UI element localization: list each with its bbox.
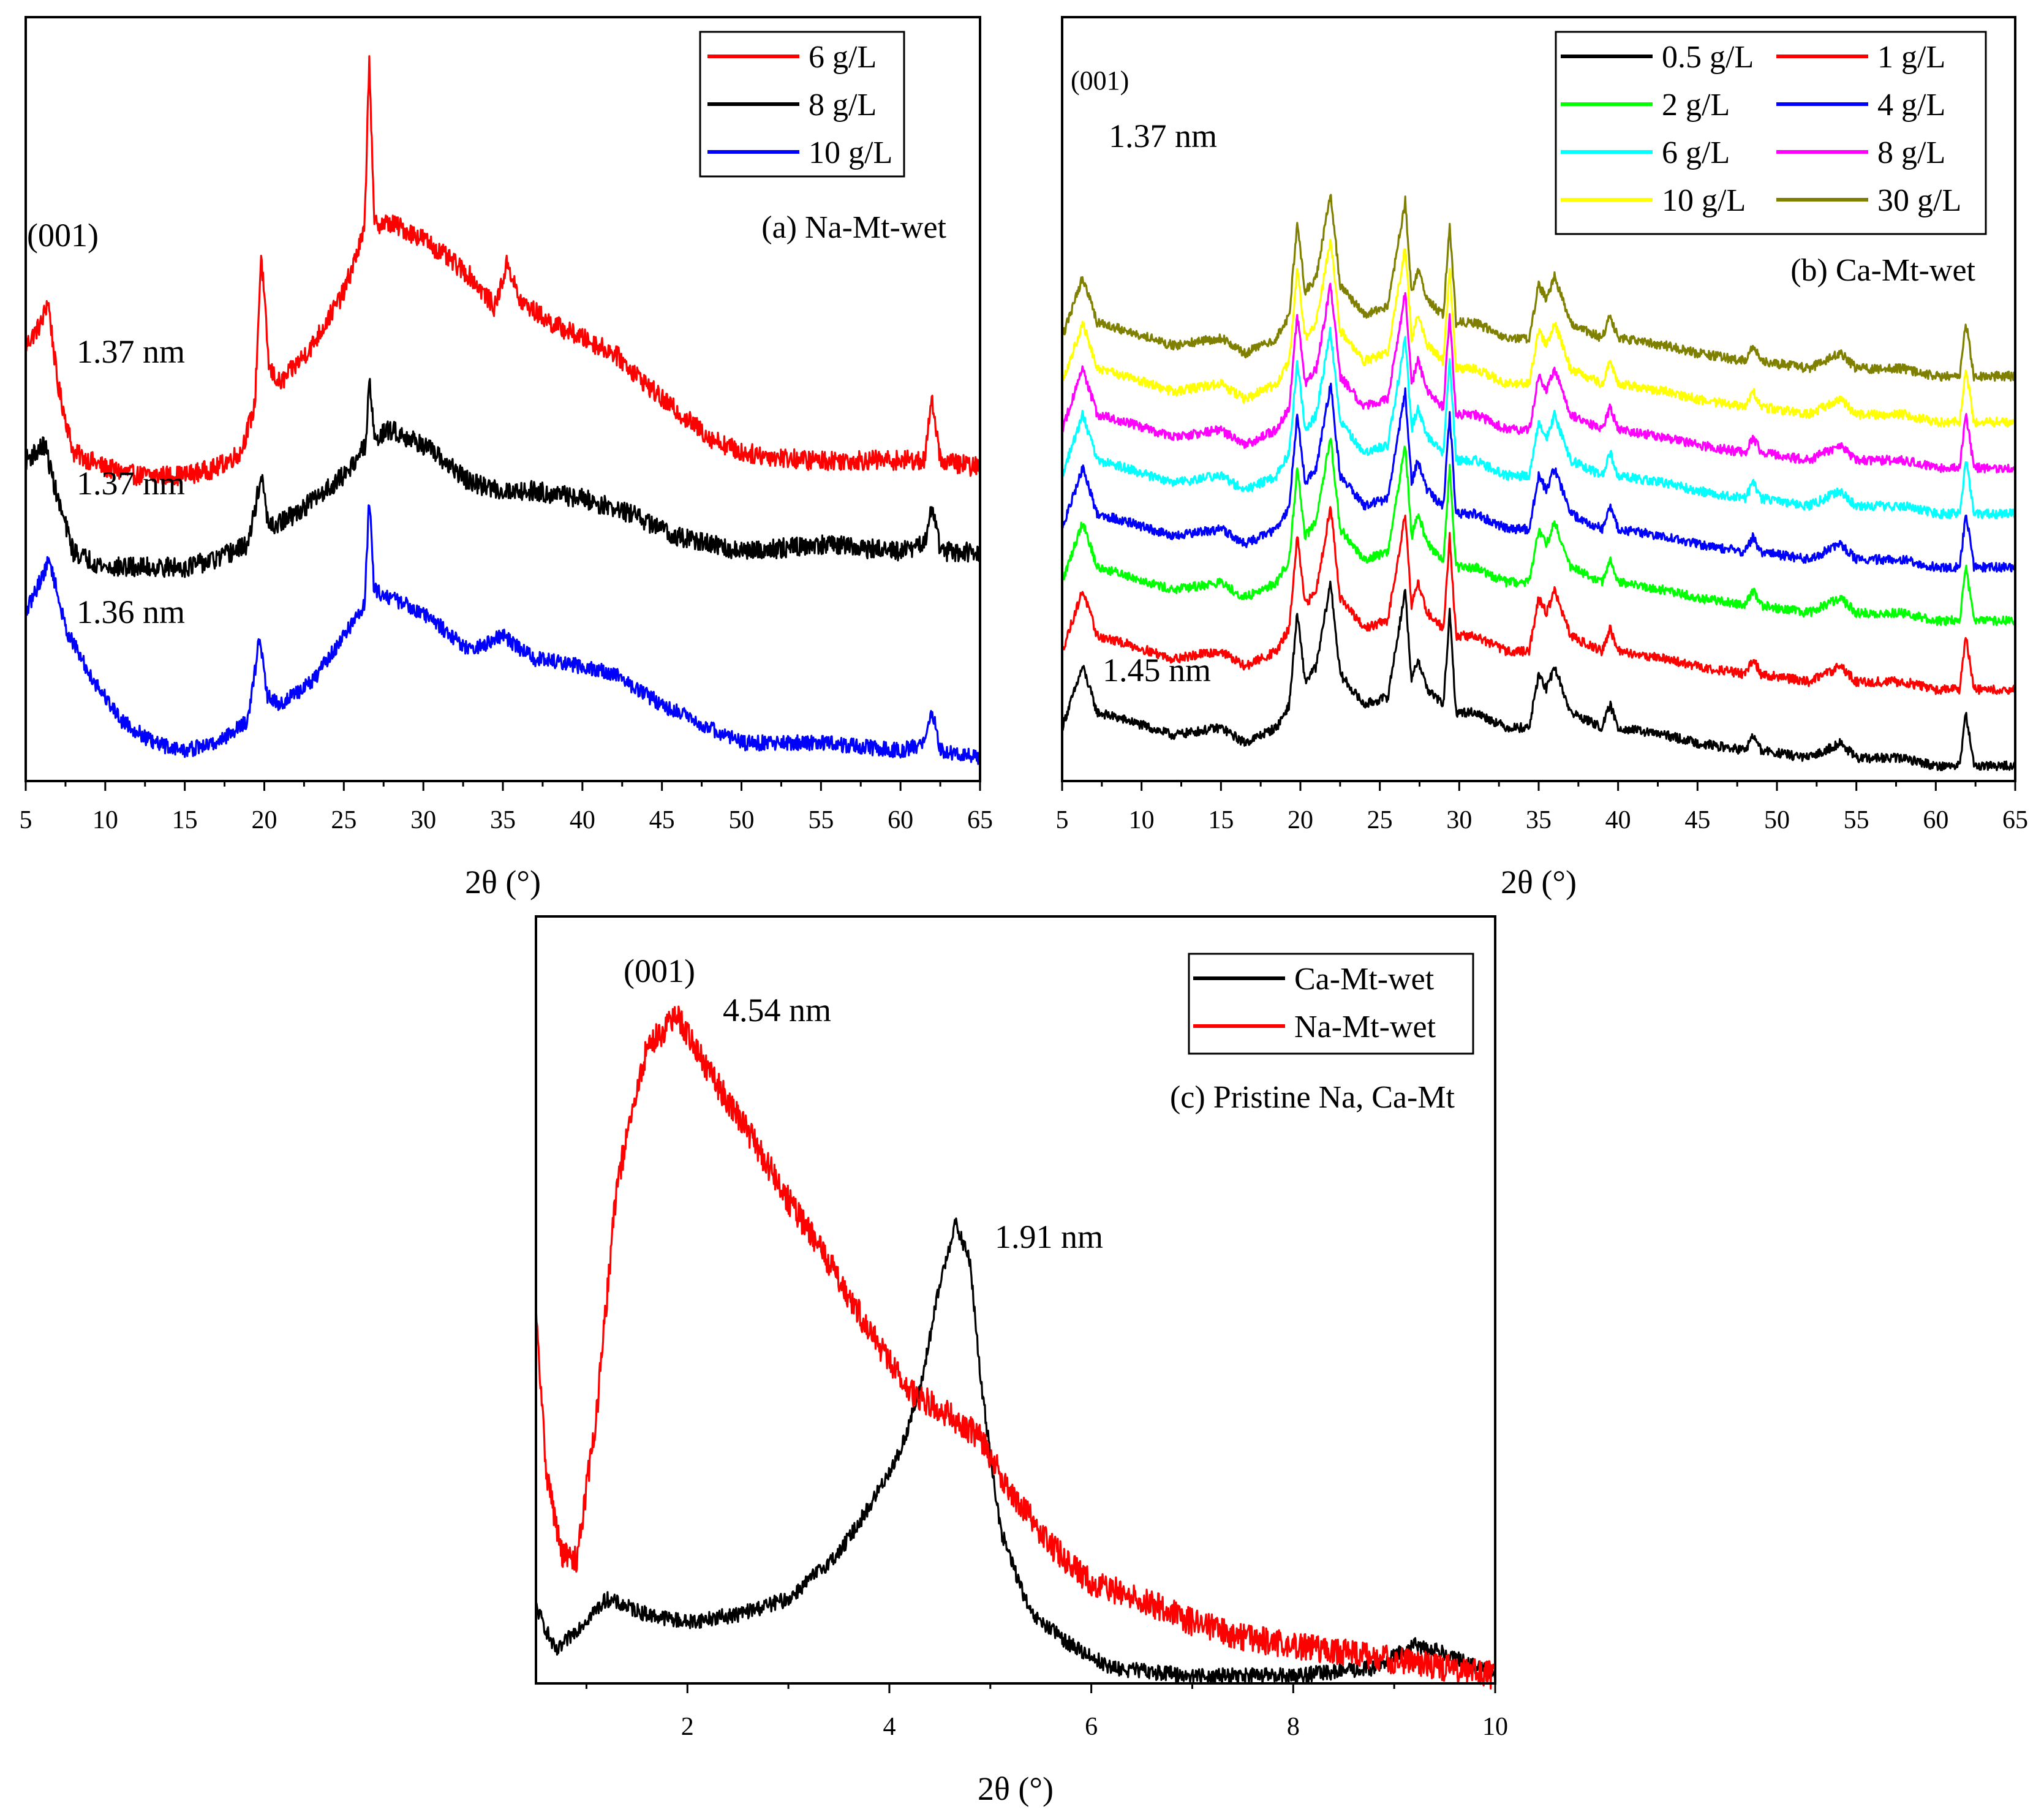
x-tick-label: 15 bbox=[1208, 806, 1234, 834]
legend-label: 8 g/L bbox=[1877, 135, 1945, 170]
panel-a-x-axis-title: 2θ (°) bbox=[465, 864, 541, 901]
panel-b-label: (b) Ca-Mt-wet bbox=[1790, 253, 1975, 288]
panel-c-x-axis-title: 2θ (°) bbox=[978, 1770, 1054, 1807]
x-tick-label: 50 bbox=[1764, 806, 1790, 834]
panel-a-label: (a) Na-Mt-wet bbox=[761, 210, 946, 245]
legend-label: 4 g/L bbox=[1877, 88, 1945, 123]
x-tick-label: 10 bbox=[1482, 1713, 1508, 1741]
panel-b-chart: 5 10 15 20 25 30 35 40 45 50 55 60 65 2θ (°) (b) Ca-… bbox=[1056, 16, 2028, 901]
series-line-6-g-l bbox=[25, 55, 981, 486]
panel-a-series-group bbox=[25, 55, 981, 765]
x-tick-label: 35 bbox=[1526, 806, 1552, 834]
x-tick-label: 30 bbox=[410, 806, 436, 834]
legend-label: 2 g/L bbox=[1662, 88, 1730, 123]
panel-b-annotations: (001) 1.37 nm 1.45 nm bbox=[1071, 66, 1217, 689]
legend-label: 10 g/L bbox=[1662, 183, 1746, 218]
x-tick-label: 35 bbox=[490, 806, 516, 834]
series-line-10-g-l bbox=[25, 504, 981, 765]
annotation-label: (001) bbox=[1071, 66, 1129, 96]
panel-c-label: (c) Pristine Na, Ca-Mt bbox=[1170, 1080, 1455, 1115]
x-tick-label: 40 bbox=[1605, 806, 1631, 834]
panel-b-legend: 0.5 g/L 1 g/L 2 g/L 4 g/L 6 g/L 8 g/L 10 g/L 30… bbox=[1555, 31, 1987, 235]
x-tick-label: 6 bbox=[1085, 1713, 1098, 1741]
panel-c-annotations: (001) 4.54 nm 1.91 nm bbox=[624, 953, 1103, 1255]
x-tick-label: 25 bbox=[1367, 806, 1393, 834]
series-line-6-g-l bbox=[1061, 327, 2016, 519]
annotation-label: 1.45 nm bbox=[1103, 652, 1211, 689]
panel-b-x-axis-title: 2θ (°) bbox=[1501, 864, 1577, 901]
x-tick-label: 55 bbox=[1844, 806, 1869, 834]
x-tick-label: 30 bbox=[1446, 806, 1472, 834]
series-line-ca-mt-wet bbox=[535, 1217, 1496, 1685]
series-line-10-g-l bbox=[1061, 238, 2016, 428]
panel-b-x-ticks: 5 10 15 20 25 30 35 40 45 50 55 60 65 bbox=[1056, 781, 2028, 834]
legend-label: 8 g/L bbox=[809, 88, 877, 123]
series-line-8-g-l bbox=[25, 377, 981, 578]
x-tick-label: 25 bbox=[331, 806, 356, 834]
panel-c-legend-box bbox=[1188, 953, 1474, 1055]
x-tick-label: 60 bbox=[1923, 806, 1948, 834]
x-tick-label: 50 bbox=[729, 806, 755, 834]
annotation-label: 1.36 nm bbox=[77, 594, 185, 630]
legend-label: 1 g/L bbox=[1877, 40, 1945, 75]
series-line-4-g-l bbox=[1061, 382, 2016, 573]
legend-label: 10 g/L bbox=[809, 135, 892, 170]
annotation-label: 1.37 nm bbox=[77, 333, 185, 370]
panel-c-x-ticks: 2 4 6 8 10 bbox=[585, 1683, 1508, 1741]
annotation-label: 1.37 nm bbox=[77, 465, 185, 502]
series-line-0-5-g-l bbox=[1061, 580, 2016, 771]
annotation-label: 4.54 nm bbox=[723, 992, 831, 1029]
series-line-na-mt-wet bbox=[535, 1005, 1496, 1690]
legend-label: 0.5 g/L bbox=[1662, 40, 1754, 75]
x-tick-label: 8 bbox=[1287, 1713, 1300, 1741]
panel-c-chart: 2 4 6 8 10 2θ (°) (c) Pristine Na, Ca-Mt (00… bbox=[535, 915, 1508, 1807]
x-tick-label: 5 bbox=[1056, 806, 1069, 834]
legend-label: 6 g/L bbox=[1662, 135, 1730, 170]
series-line-8-g-l bbox=[1061, 282, 2016, 474]
x-tick-label: 5 bbox=[20, 806, 32, 834]
x-tick-label: 10 bbox=[92, 806, 118, 834]
panel-c-frame bbox=[535, 915, 1496, 1685]
annotation-label: (001) bbox=[27, 217, 99, 254]
panel-a-annotations: (001) 1.37 nm 1.37 nm 1.36 nm bbox=[27, 217, 185, 630]
x-tick-label: 60 bbox=[888, 806, 913, 834]
legend-label: 6 g/L bbox=[809, 40, 877, 75]
panel-c-legend: Ca-Mt-wet Na-Mt-wet bbox=[1188, 953, 1474, 1055]
legend-label: Na-Mt-wet bbox=[1294, 1010, 1436, 1044]
series-line-30-g-l bbox=[1062, 194, 2016, 382]
x-tick-label: 65 bbox=[2002, 806, 2028, 834]
x-tick-label: 45 bbox=[649, 806, 675, 834]
legend-label: 30 g/L bbox=[1877, 183, 1961, 218]
annotation-label: (001) bbox=[624, 953, 695, 989]
panel-a-chart: 5 10 15 20 25 30 35 40 45 50 55 60 65 2θ (°) (a) Na-… bbox=[20, 16, 993, 901]
annotation-label: 1.91 nm bbox=[995, 1218, 1103, 1255]
annotation-label: 1.37 nm bbox=[1109, 118, 1217, 154]
legend-label: Ca-Mt-wet bbox=[1294, 962, 1435, 997]
series-line-2-g-l bbox=[1061, 437, 2016, 627]
x-tick-label: 65 bbox=[967, 806, 993, 834]
x-tick-label: 2 bbox=[681, 1713, 694, 1741]
series-line-1-g-l bbox=[1061, 506, 2016, 695]
panel-c-series-group bbox=[535, 1005, 1496, 1690]
panel-a-x-ticks: 5 10 15 20 25 30 35 40 45 50 55 60 65 bbox=[20, 781, 993, 834]
panel-a-legend: 6 g/L 8 g/L 10 g/L bbox=[699, 31, 905, 178]
panel-b-series-group bbox=[1061, 194, 2016, 771]
x-tick-label: 40 bbox=[570, 806, 595, 834]
x-tick-label: 20 bbox=[1288, 806, 1313, 834]
x-tick-label: 10 bbox=[1129, 806, 1155, 834]
x-tick-label: 45 bbox=[1684, 806, 1710, 834]
x-tick-label: 55 bbox=[808, 806, 834, 834]
x-tick-label: 15 bbox=[172, 806, 198, 834]
x-tick-label: 20 bbox=[252, 806, 277, 834]
x-tick-label: 4 bbox=[883, 1713, 896, 1741]
